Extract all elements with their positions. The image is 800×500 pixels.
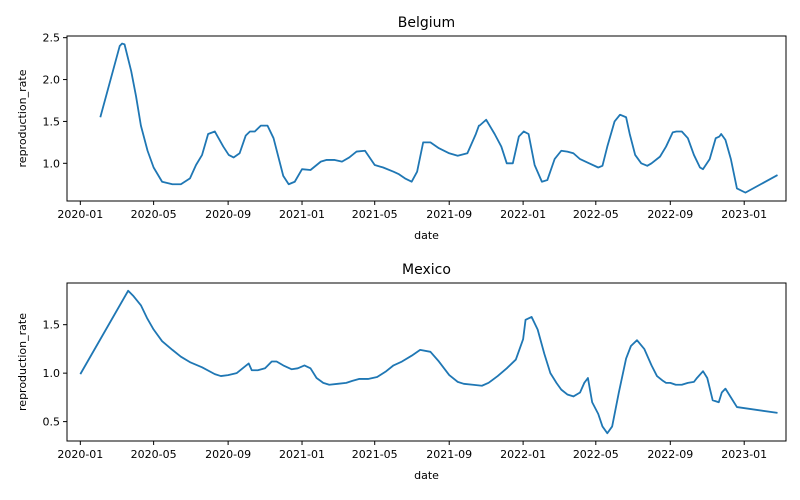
x-tick-label: 2021-09 — [426, 448, 472, 461]
x-tick-label: 2022-05 — [573, 448, 619, 461]
y-tick-label: 2.0 — [43, 74, 61, 87]
y-tick-label: 0.5 — [43, 416, 61, 429]
x-tick-label: 2022-09 — [647, 208, 693, 221]
x-axis-label: date — [414, 229, 439, 242]
chart-title: Belgium — [398, 15, 455, 31]
series-line — [79, 289, 778, 435]
series-line — [99, 42, 778, 194]
x-tick-label: 2021-01 — [279, 208, 325, 221]
x-tick-label: 2021-01 — [279, 448, 325, 461]
x-tick-label: 2023-01 — [721, 448, 767, 461]
x-tick-label: 2021-05 — [352, 208, 398, 221]
x-tick-label: 2020-05 — [131, 208, 177, 221]
x-tick-label: 2020-01 — [57, 448, 103, 461]
plot-frame — [66, 282, 787, 442]
y-tick-label: 2.5 — [43, 32, 61, 45]
x-tick-label: 2021-05 — [352, 448, 398, 461]
y-tick-label: 1.0 — [43, 367, 61, 380]
y-axis-label: reproduction_rate — [16, 69, 29, 167]
x-tick-label: 2021-09 — [426, 208, 472, 221]
plot-frame — [66, 35, 787, 202]
x-tick-label: 2022-01 — [500, 208, 546, 221]
x-tick-label: 2020-01 — [57, 208, 103, 221]
x-tick-label: 2020-09 — [205, 448, 251, 461]
x-axis-label: date — [414, 469, 439, 482]
y-tick-label: 1.5 — [43, 319, 61, 332]
chart-title: Mexico — [402, 262, 451, 278]
x-tick-label: 2022-09 — [647, 448, 693, 461]
x-tick-label: 2023-01 — [721, 208, 767, 221]
x-tick-label: 2020-09 — [205, 208, 251, 221]
x-tick-label: 2020-05 — [131, 448, 177, 461]
x-tick-label: 2022-01 — [500, 448, 546, 461]
y-axis-label: reproduction_rate — [16, 313, 29, 411]
x-tick-label: 2022-05 — [573, 208, 619, 221]
y-tick-label: 1.5 — [43, 115, 61, 128]
y-tick-label: 1.0 — [43, 157, 61, 170]
